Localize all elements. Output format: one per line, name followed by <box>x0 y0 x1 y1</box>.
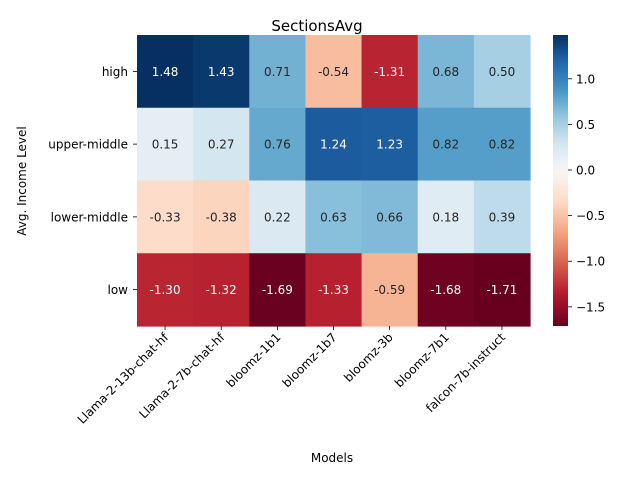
colorbar-tick-label: 0.5 <box>576 118 595 132</box>
cell-value-label: 0.71 <box>264 65 291 79</box>
cell-value-label: -0.38 <box>206 210 237 224</box>
heatmap-cell <box>193 180 250 254</box>
heatmap-cell <box>417 35 475 109</box>
x-tick-label: bloomz-3b <box>341 330 396 385</box>
cell-value-label: 0.66 <box>376 210 403 224</box>
colorbar-gradient <box>553 35 568 326</box>
colorbar-tick-label: 1.0 <box>576 72 595 86</box>
heatmap-cell <box>305 180 363 254</box>
heatmap-cell <box>361 253 419 327</box>
cell-value-label: 1.24 <box>320 138 347 152</box>
y-tick-label: high <box>102 65 128 79</box>
cell-value-label: 0.18 <box>432 210 459 224</box>
x-tick-label: bloomz-1b7 <box>280 330 340 390</box>
heatmap-cell <box>417 107 475 182</box>
colorbar-tick-label: −1.0 <box>576 255 605 269</box>
colorbar: 1.0 0.5 0.0 −0.5 −1.0 −1.5 <box>553 35 605 326</box>
heatmap-cell <box>249 253 307 327</box>
cell-value-label: -0.33 <box>150 210 181 224</box>
heatmap-cell <box>417 180 475 254</box>
cell-value-label: -1.71 <box>486 283 517 297</box>
colorbar-tick-label: −1.5 <box>576 300 605 314</box>
chart-title: SectionsAvg <box>271 17 362 35</box>
heatmap-cell <box>305 107 363 182</box>
heatmap-cell <box>193 253 250 327</box>
x-tick-label: Llama-2-13b-chat-hf <box>75 330 172 427</box>
heatmap-cell <box>249 180 307 254</box>
x-tick-label: bloomz-1b1 <box>223 330 283 390</box>
cell-value-label: -1.30 <box>150 283 181 297</box>
heatmap-cell <box>193 107 250 182</box>
heatmap-cell <box>417 253 475 327</box>
heatmap-cell <box>473 35 531 109</box>
heatmap-cell <box>193 35 250 109</box>
cell-value-label: 0.68 <box>432 65 459 79</box>
cell-value-label: -0.54 <box>318 65 349 79</box>
cell-value-label: -1.33 <box>318 283 349 297</box>
cell-value-label: -1.69 <box>262 283 293 297</box>
x-tick-label: bloomz-7b1 <box>392 330 452 390</box>
cell-value-label: -1.32 <box>206 283 237 297</box>
y-tick-label: upper-middle <box>48 138 128 152</box>
cell-value-label: -1.31 <box>374 65 405 79</box>
heatmap-cell <box>137 253 194 327</box>
cell-value-label: 0.22 <box>264 210 291 224</box>
heatmap-cell <box>473 107 531 182</box>
cell-value-label: 0.63 <box>320 210 347 224</box>
y-tick-label: lower-middle <box>51 210 128 224</box>
cell-value-label: 1.48 <box>152 65 179 79</box>
heatmap-cell <box>361 35 419 109</box>
heatmap-cell <box>137 35 194 109</box>
heatmap-cell <box>305 35 363 109</box>
heatmap-cell <box>137 180 194 254</box>
cell-value-label: -1.68 <box>430 283 461 297</box>
x-axis-label: Models <box>311 451 353 465</box>
cell-value-label: 0.50 <box>489 65 516 79</box>
heatmap-cell <box>361 107 419 182</box>
cell-value-label: 1.23 <box>376 138 403 152</box>
colorbar-tick-label: −0.5 <box>576 209 605 223</box>
heatmap-cell <box>473 253 531 327</box>
y-axis-label: Avg. Income Level <box>15 126 29 236</box>
cell-value-label: 0.39 <box>489 210 516 224</box>
cell-value-label: 0.27 <box>208 138 235 152</box>
cell-value-label: 0.15 <box>152 138 179 152</box>
heatmap-cell <box>249 35 307 109</box>
heatmap-cell <box>305 253 363 327</box>
heatmap-cell <box>473 180 531 254</box>
x-tick-labels: Llama-2-13b-chat-hfLlama-2-7b-chat-hfblo… <box>75 326 508 427</box>
heatmap-cell <box>249 107 307 182</box>
colorbar-tick-label: 0.0 <box>576 164 595 178</box>
heatmap-cells: 1.48 1.43 0.71 -0.54 -1.31 0.68 0.50 0.15 0.27 0.… <box>137 35 531 327</box>
y-tick-labels: high upper-middle lower-middle low <box>48 65 137 297</box>
cell-value-label: 0.76 <box>264 138 291 152</box>
cell-value-label: 0.82 <box>432 138 459 152</box>
heatmap-cell <box>137 107 194 182</box>
cell-value-label: 0.82 <box>489 138 516 152</box>
y-tick-label: low <box>108 283 129 297</box>
heatmap-cell <box>361 180 419 254</box>
cell-value-label: 1.43 <box>208 65 235 79</box>
cell-value-label: -0.59 <box>374 283 405 297</box>
